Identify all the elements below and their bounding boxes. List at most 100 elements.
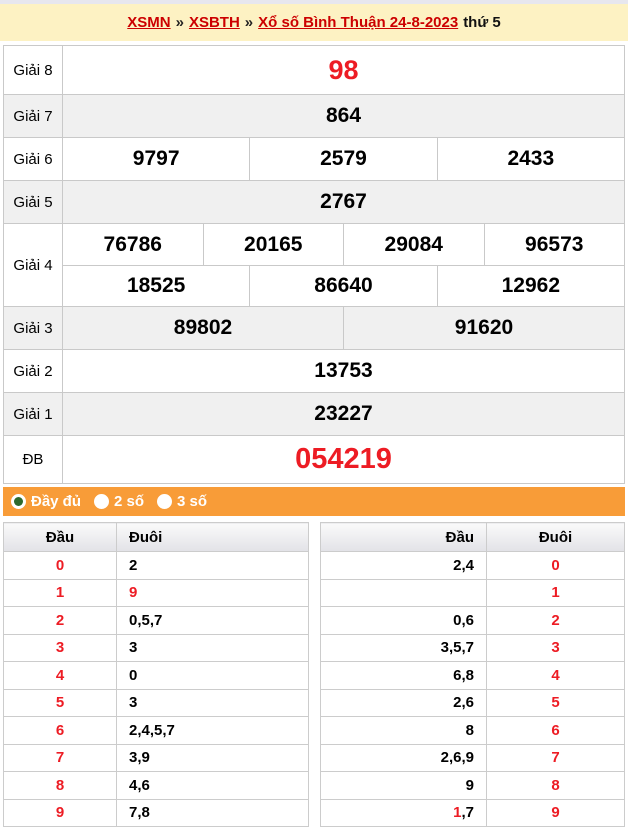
prize-number: 2767 [320,190,367,213]
dau-header: Đầu [320,522,487,552]
breadcrumb-link-xsmn[interactable]: XSMN [127,14,171,31]
prize-numbers-group: 054219 [63,436,624,483]
dau-cell: 3,5,7 [320,633,487,662]
duoi-header: Đuôi [116,522,309,552]
duoi-cell: 3 [116,633,309,662]
prize-label: Giải 4 [4,224,63,306]
prize-label: Giải 8 [4,46,63,94]
table-row: 2,6 5 [320,688,625,717]
cell-text-highlight: 1 [55,584,65,602]
prize-number: 76786 [103,232,162,256]
prize-row: Giải 4 76786 20165 29084 96573 18525 86640 1296… [4,224,624,307]
breadcrumb-link-draw-date[interactable]: Xổ số Bình Thuận 24-8-2023 [258,14,459,31]
prize-number: 86640 [249,266,436,306]
dau-cell [320,578,487,607]
table-row: 7 3,9 [3,743,309,772]
filter-option-label: 3 số [177,493,208,510]
cell-text: 3,5,7 [440,639,474,657]
prize-label: Giải 6 [4,138,63,180]
dau-cell: 9 [320,771,487,800]
dau-cell: 2,6 [320,688,487,717]
cell-text: 0 [129,666,138,684]
cell-text-highlight: 2 [551,611,560,629]
cell-text: ,7 [461,804,474,822]
filter-bar: Đầy đủ 2 số 3 số [3,487,625,516]
duoi-cell: 2,4,5,7 [116,716,309,745]
prize-numbers-group: 13753 [63,350,624,392]
breadcrumb-link-xsbth[interactable]: XSBTH [188,14,240,31]
header-row: Đầu Đuôi [320,522,625,552]
cell-text: 7,8 [129,804,150,822]
prize-row: ĐB 054219 [4,436,624,483]
cell-text: 3 [129,694,138,712]
dau-cell: 7 [3,743,117,772]
prize-numbers-group: 864 [63,95,624,137]
cell-text-highlight: 4 [551,666,560,684]
breadcrumb-separator: » [244,14,254,31]
prize-number-row: 89802 91620 [63,307,624,349]
head-tail-table-right: Đầu Đuôi 2,4 0 1 0,6 2 3,5,7 3 6,8 4 2,6 5 8 6 2,6,9 7 9 8… [320,522,625,827]
dau-cell: 2 [3,606,117,635]
prize-number: 23227 [314,402,373,425]
prize-number: 20165 [202,224,344,265]
dau-header: Đầu [3,522,117,552]
prize-number-row: 9797 2579 2433 [63,138,624,180]
table-row: 2 0,5,7 [3,606,309,635]
prize-label: Giải 1 [4,393,63,435]
head-tail-table-left: Đầu Đuôi 0 2 1 9 2 0,5,7 3 3 4 0 5 3 6 2,4,5,7 7 3,9 8 4,6 9… [3,522,309,827]
breadcrumb-separator: » [175,14,184,31]
dau-cell: 1 [3,578,117,607]
dau-cell: 5 [3,688,117,717]
head-tail-tables: Đầu Đuôi 0 2 1 9 2 0,5,7 3 3 4 0 5 3 6 2,4,5,7 7 3,9 8 4,6 9… [0,522,628,827]
duoi-cell: 4,6 [116,771,309,800]
prize-number: 89802 [173,316,233,339]
prize-number-row: 23227 [63,393,624,435]
cell-text: 2,4,5,7 [129,721,175,739]
header-row: Đầu Đuôi [3,522,309,552]
cell-text-highlight: 9 [55,804,65,822]
cell-text-highlight: 3 [551,639,560,657]
prize-number-row: 2767 [63,181,624,223]
duoi-cell: 2 [116,551,309,580]
prize-row: Giải 8 98 [4,46,624,95]
radio-dot [97,497,106,506]
prize-number-row: 76786 20165 29084 96573 [63,224,624,265]
table-row: 2,4 0 [320,551,625,580]
duoi-cell: 0 [486,551,625,580]
cell-text: 2 [129,556,138,574]
dau-cell: 0,6 [320,606,487,635]
duoi-cell: 4 [486,661,625,690]
cell-text-highlight: 6 [55,721,65,739]
prize-number: 18525 [126,274,186,297]
cell-text: 9 [465,776,474,794]
table-row: 8 4,6 [3,771,309,800]
radio-icon [11,494,26,509]
table-row: 6 2,4,5,7 [3,716,309,745]
table-row: 2,6,9 7 [320,743,625,772]
filter-option[interactable]: 2 số [94,493,144,510]
cell-text-highlight: 3 [55,639,65,657]
duoi-cell: 3 [116,688,309,717]
cell-text-highlight: 0 [55,556,65,574]
cell-text-highlight: 0 [551,556,560,574]
duoi-cell: 1 [486,578,625,607]
cell-text-highlight: 6 [551,721,560,739]
cell-text-highlight: 9 [129,584,138,602]
filter-option-label: 2 số [114,493,145,510]
prize-row: Giải 5 2767 [4,181,624,224]
duoi-cell: 9 [116,578,309,607]
duoi-cell: 9 [486,798,625,827]
filter-option[interactable]: 3 số [157,493,207,510]
cell-text-highlight: 2 [55,611,65,629]
cell-text-highlight: 8 [551,776,560,794]
prize-row: Giải 2 13753 [4,350,624,393]
cell-text: 3 [129,639,138,657]
dau-cell: 9 [3,798,117,827]
radio-icon [94,494,110,509]
cell-text-highlight: 8 [55,776,65,794]
cell-text-highlight: 7 [55,749,65,767]
filter-option[interactable]: Đầy đủ [11,493,81,510]
dau-cell: 1,7 [320,798,487,827]
